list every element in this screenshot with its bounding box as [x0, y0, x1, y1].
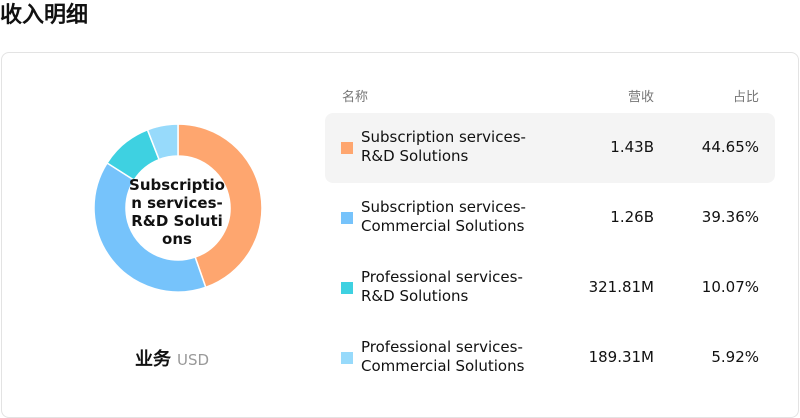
- table-row: Professional services- Commercial Soluti…: [325, 323, 775, 393]
- column-header: 占比: [732, 90, 759, 105]
- row-share: 10.07%: [701, 278, 759, 296]
- column-header: 营收: [627, 90, 654, 105]
- table-row: Subscription services- Commercial Soluti…: [325, 183, 775, 253]
- footer-label: 业务: [135, 349, 171, 370]
- footer-unit: USD: [177, 351, 210, 369]
- row-revenue: 1.26B: [610, 208, 654, 226]
- footer: 业务 USD: [135, 345, 209, 371]
- row-name: Subscription services- Commercial Soluti…: [361, 198, 526, 235]
- row-name: Professional services- Commercial Soluti…: [361, 338, 525, 375]
- donut-segment: [177, 123, 263, 289]
- legend-swatch: [341, 282, 353, 294]
- legend-swatch: [341, 142, 353, 154]
- table-row: Professional services- R&D Solutions 321.…: [325, 253, 775, 323]
- legend-swatch: [341, 212, 353, 224]
- center-label: Subscription services- R&D Solutions: [129, 176, 225, 248]
- donut-segment: [146, 123, 179, 161]
- row-name: Professional services- R&D Solutions: [361, 268, 523, 305]
- row-name: Subscription services- R&D Solutions: [361, 128, 526, 165]
- row-revenue: 321.81M: [588, 278, 654, 296]
- row-share: 39.36%: [701, 208, 759, 226]
- column-header: 名称: [342, 90, 369, 105]
- row-share: 5.92%: [711, 348, 759, 366]
- legend-swatch: [341, 352, 353, 364]
- row-revenue: 1.43B: [610, 138, 654, 156]
- row-revenue: 189.31M: [588, 348, 654, 366]
- table-row: Subscription services- R&D Solutions 1.43…: [325, 113, 775, 183]
- row-share: 44.65%: [701, 138, 759, 156]
- page-title: 收入明细: [0, 3, 89, 28]
- donut-segment: [93, 161, 207, 293]
